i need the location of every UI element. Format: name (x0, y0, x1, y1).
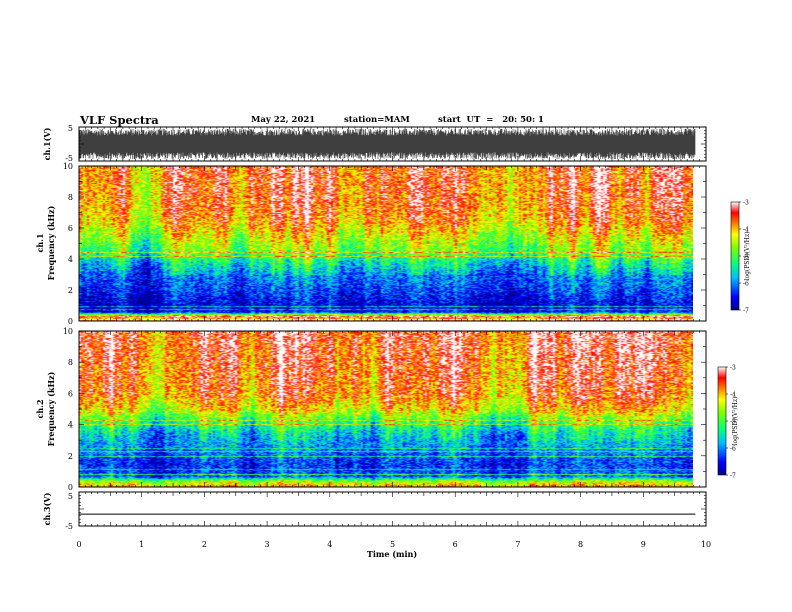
time-axis-tick-label: 1 (139, 540, 144, 549)
ch1-colorbar-gradient (730, 201, 740, 311)
ch1-colorbar-ticks: -3 -4 -5 -6 -7 (739, 200, 749, 315)
ch2-spectrogram-ticks: 0 2 4 6 8 10 (63, 327, 707, 492)
ch1-waveform-ylabel: ch.1(V) (42, 127, 52, 160)
ch3-waveform-ticks (78, 491, 707, 527)
ch2-colorbar-tick-label: -6 (730, 446, 736, 453)
ch1-ytick-label: 2 (68, 286, 73, 295)
ch2-ytick-label: 8 (68, 358, 73, 367)
ch2-spectrogram-ylabel-channel: ch.2 (35, 399, 45, 418)
ch1-spectrogram-ylabel-channel: ch.1 (35, 233, 45, 252)
ch1-colorbar-tick-label: -7 (743, 308, 749, 315)
ch1-colorbar-tick-label: -3 (743, 200, 749, 207)
ch2-ytick-label: 4 (68, 421, 73, 430)
time-axis-tick-label: 0 (76, 540, 81, 549)
ch1-spectrogram-image (79, 166, 693, 321)
ch2-colorbar-gradient (717, 366, 727, 476)
ch1-colorbar-tick-label: -5 (743, 254, 749, 261)
ch1-colorbar-tick-label: -6 (743, 281, 749, 288)
ch1-colorbar-label: log(PSD)(V²/Hz) (744, 232, 751, 281)
ch1-waveform-panel: 5 -5 ch.1(V) (42, 124, 707, 163)
ch2-colorbar-tick-label: -3 (730, 365, 736, 372)
time-axis-tick-labels: 0 1 2 3 4 5 6 7 8 9 10 (76, 540, 711, 549)
ch1-spectrogram-panel: 0 2 4 6 8 10 ch.1 Frequency (kHz) -3 -4 -5 -6 -7 … (35, 162, 751, 326)
ch1-ytick-label: 8 (68, 193, 73, 202)
ch1-ytick-5: 5 (68, 124, 73, 133)
ch2-spectrogram-panel: 0 2 4 6 8 10 ch.2 Frequency (kHz) -3 -4 -5 -6 -7 … (35, 327, 739, 492)
station-label: station=MAM (344, 115, 410, 125)
time-axis-tick-label: 10 (701, 540, 711, 549)
ch1-waveform-trace (78, 128, 696, 160)
ch3-ytick-neg5: -5 (65, 522, 73, 531)
ch2-ytick-label: 10 (63, 327, 73, 336)
ch2-spectrogram-image (79, 331, 693, 487)
time-axis-tick-label: 9 (641, 540, 646, 549)
ch3-waveform-frame (78, 491, 707, 527)
ch2-colorbar-tick-label: -4 (730, 392, 736, 399)
ch1-ytick-neg5: -5 (65, 154, 73, 163)
ch3-ytick-5: 5 (68, 492, 73, 501)
ch2-ytick-label: 6 (68, 389, 73, 398)
ch1-waveform-path (78, 128, 696, 160)
time-axis-tick-label: 4 (327, 540, 332, 549)
date-label: May 22, 2021 (251, 115, 316, 125)
ch1-ytick-label: 6 (68, 224, 73, 233)
ch2-colorbar-label: log(PSD)(V²/Hz) (732, 397, 739, 446)
ch3-waveform-panel: 5 -5 ch.3(V) (42, 491, 707, 531)
chart-title: VLF Spectra (80, 113, 159, 127)
time-axis-tick-label: 3 (265, 540, 270, 549)
time-axis-tick-label: 7 (515, 540, 520, 549)
ch1-ytick-label: 4 (68, 255, 73, 264)
time-axis-label: Time (min) (367, 549, 417, 559)
ch3-waveform-ylabel: ch.3(V) (42, 492, 52, 525)
time-axis-tick-label: 2 (202, 540, 207, 549)
ch1-spectrogram-ticks: 0 2 4 6 8 10 (63, 162, 707, 326)
time-axis-tick-label: 6 (453, 540, 458, 549)
ch2-ytick-label: 2 (68, 452, 73, 461)
ch2-colorbar-tick-label: -7 (730, 473, 736, 480)
time-axis-tick-label: 5 (390, 540, 395, 549)
ch1-waveform-ticks (78, 126, 707, 162)
ch1-ytick-label: 10 (63, 162, 73, 171)
start-time-label: start UT = 20: 50: 1 (438, 115, 544, 125)
time-axis-tick-label: 8 (578, 540, 583, 549)
ch1-ytick-label: 0 (68, 317, 73, 326)
ch2-spectrogram-ylabel-frequency: Frequency (kHz) (46, 371, 56, 446)
ch1-colorbar: -3 -4 -5 -6 -7 log(PSD)(V²/Hz) (730, 200, 751, 315)
ch1-colorbar-tick-label: -4 (743, 227, 749, 234)
ch2-ytick-label: 0 (68, 483, 73, 492)
ch2-colorbar-ticks: -3 -4 -5 -6 -7 (726, 365, 736, 480)
ch2-colorbar: -3 -4 -5 -6 -7 log(PSD)(V²/Hz) (717, 365, 739, 480)
ch2-colorbar-tick-label: -5 (730, 419, 736, 426)
ch1-spectrogram-ylabel-frequency: Frequency (kHz) (46, 205, 56, 280)
